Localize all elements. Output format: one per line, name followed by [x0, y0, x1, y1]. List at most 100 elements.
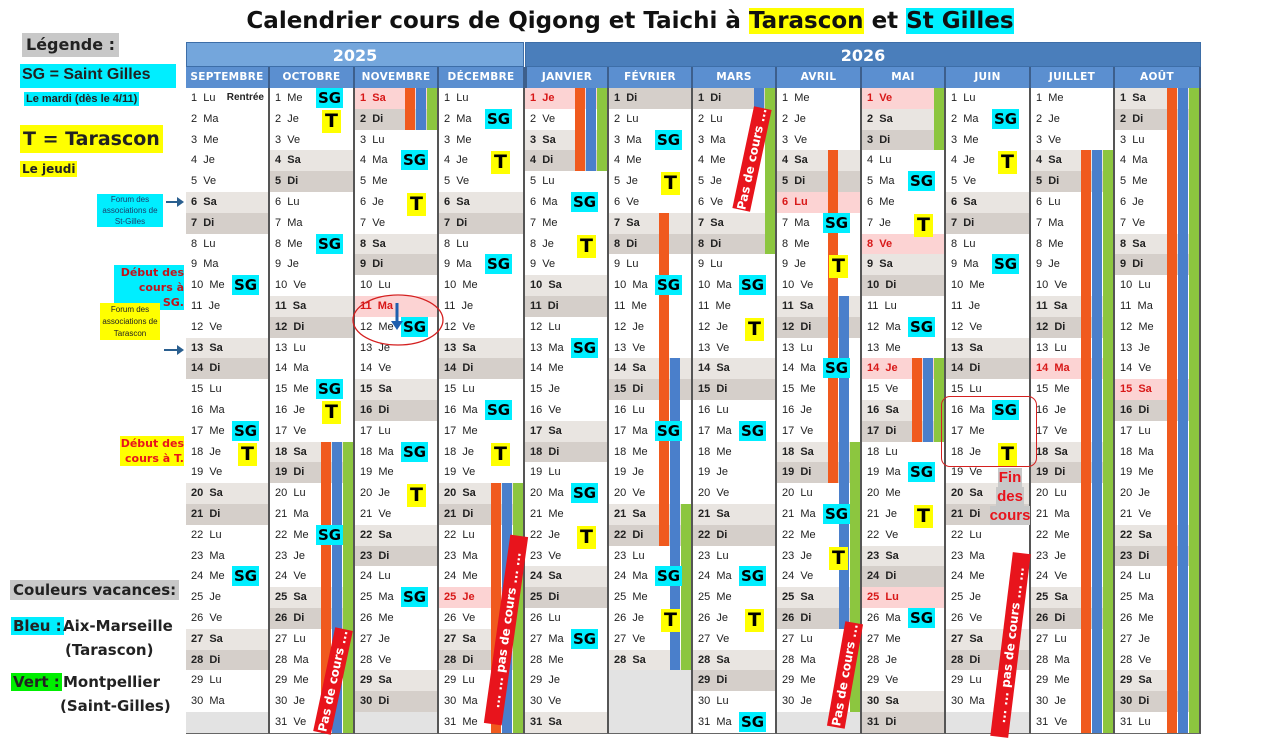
day-cell: 9 Sa: [862, 254, 946, 277]
day-cell: 12 Ve: [439, 316, 525, 339]
day-cell: 31 Sa: [525, 712, 609, 734]
marker-tarascon: T: [661, 172, 680, 196]
marker-saint-gilles: SG: [739, 275, 766, 296]
day-cell: 13 Ve: [609, 337, 693, 360]
day-cell: 16 Ma: [186, 400, 270, 422]
marker-saint-gilles: SG: [232, 275, 259, 296]
month-header: SEPTEMBRE: [186, 67, 270, 88]
day-cell: 28 Je: [862, 649, 946, 672]
day-cell: 12 Di: [777, 316, 862, 339]
legend-sg: SG = Saint Gilles: [20, 64, 176, 88]
day-cell: 8 Lu: [946, 233, 1031, 256]
empty-cell: [609, 691, 693, 713]
month-header: JANVIER: [525, 67, 609, 88]
vacation-bar-orange: [405, 88, 415, 130]
month-header: AVRIL: [777, 67, 862, 88]
day-cell: 20 Ve: [609, 483, 693, 505]
day-cell: 22 Ve: [862, 524, 946, 547]
day-cell: 6 Sa: [186, 192, 270, 214]
day-cell: 20 Sa: [186, 483, 270, 505]
day-cell: 27 Me: [862, 628, 946, 651]
marker-saint-gilles: SG: [571, 628, 598, 649]
day-cell: 8 Di: [609, 233, 693, 256]
day-cell: 9 Lu: [693, 254, 777, 277]
day-cell: 20 Ve: [693, 483, 777, 505]
title-and: et: [863, 8, 907, 34]
vacation-bar-green: [934, 88, 944, 151]
day-cell: 21 Sa: [693, 504, 777, 526]
day-cell: 7 Di: [946, 212, 1031, 235]
day-cell: 18 Lu: [862, 441, 946, 464]
month-header: OCTOBRE: [270, 67, 355, 88]
day-cell: 14 Ma: [270, 358, 355, 381]
note-debut-sg: Début des cours à SG.: [114, 265, 184, 310]
day-cell: 5 Di: [777, 171, 862, 193]
marker-saint-gilles: SG: [485, 108, 512, 129]
empty-cell: [609, 670, 693, 693]
marker-tarascon: T: [577, 234, 596, 258]
legend-bleu-place: (Tarascon): [65, 641, 154, 659]
marker-saint-gilles: SG: [739, 566, 766, 587]
day-cell: 8 Lu: [439, 233, 525, 256]
fin-line-2: des: [996, 487, 1024, 506]
day-cell: 17 Lu: [355, 420, 439, 443]
month-header: AOÛT: [1115, 67, 1201, 88]
day-cell: 5 Ve: [439, 171, 525, 193]
legend-vert-zone: Montpellier: [63, 673, 160, 691]
legend-sg-day: Le mardi (dès le 4/11): [24, 92, 140, 106]
marker-saint-gilles: SG: [401, 587, 428, 608]
vacation-bar-green: [850, 441, 860, 712]
day-cell: 30 Ma: [946, 691, 1031, 713]
day-cell: 5 Ve: [946, 171, 1031, 193]
month-header: NOVEMBRE: [355, 67, 439, 88]
day-cell: 10 Ve: [270, 275, 355, 297]
day-cell: 6 Me: [862, 192, 946, 214]
marker-saint-gilles: SG: [485, 254, 512, 275]
day-cell: 3 Ve: [777, 129, 862, 152]
day-cell: 9 Di: [355, 254, 439, 277]
day-cell: 30 Ma: [186, 691, 270, 713]
marker-tarascon: T: [829, 546, 848, 570]
day-cell: 25 Je: [186, 587, 270, 609]
day-cell: 15 Sa: [355, 379, 439, 401]
marker-saint-gilles: SG: [823, 212, 850, 233]
day-cell: 30 Lu: [693, 691, 777, 713]
marker-saint-gilles: SG: [908, 171, 935, 192]
day-cell: 29 Sa: [355, 670, 439, 693]
day-cell: 23 Ma: [186, 545, 270, 568]
marker-saint-gilles: SG: [908, 608, 935, 628]
legend-vert-place: (Saint-Gilles): [60, 697, 171, 715]
marker-saint-gilles: SG: [655, 566, 682, 587]
day-cell: 8 Sa: [355, 233, 439, 256]
title-text: Calendrier cours de Qigong et Taichi à: [246, 8, 749, 34]
day-cell: 22 Sa: [355, 524, 439, 547]
day-cell: 13 Me: [862, 337, 946, 360]
day-cell: 29 Je: [525, 670, 609, 693]
marker-saint-gilles: SG: [908, 316, 935, 337]
marker-tarascon: T: [238, 442, 257, 466]
day-cell: 12 Je: [609, 316, 693, 339]
day-cell: 26 Ve: [186, 608, 270, 630]
day-cell: 24 Lu: [355, 566, 439, 589]
day-cell: 27 Ve: [693, 628, 777, 651]
vacation-bar-green: [343, 441, 353, 733]
empty-cell: [186, 712, 270, 734]
vacation-bar-blue: [754, 88, 764, 109]
day-cell: 6 Lu: [777, 192, 862, 214]
month-header: FÉVRIER: [609, 67, 693, 88]
day-cell: 2 Ma: [439, 108, 525, 131]
day-cell: 28 Di: [186, 649, 270, 672]
day-cell: 8 Je: [525, 233, 609, 256]
marker-saint-gilles: SG: [992, 400, 1019, 420]
month-header: DÉCEMBRE: [439, 67, 525, 88]
day-cell: 8 Lu: [186, 233, 270, 256]
empty-cell: [946, 712, 1031, 734]
day-cell: 25 Lu: [862, 587, 946, 609]
day-cell: 3 Ve: [270, 129, 355, 152]
day-cell: 18 Me: [609, 441, 693, 464]
day-cell: 17 Ve: [270, 420, 355, 443]
day-cell: 12 Ve: [186, 316, 270, 339]
marker-saint-gilles: SG: [655, 275, 682, 296]
year-header-2025: 2025: [186, 42, 524, 67]
day-cell: 10 Di: [862, 275, 946, 297]
